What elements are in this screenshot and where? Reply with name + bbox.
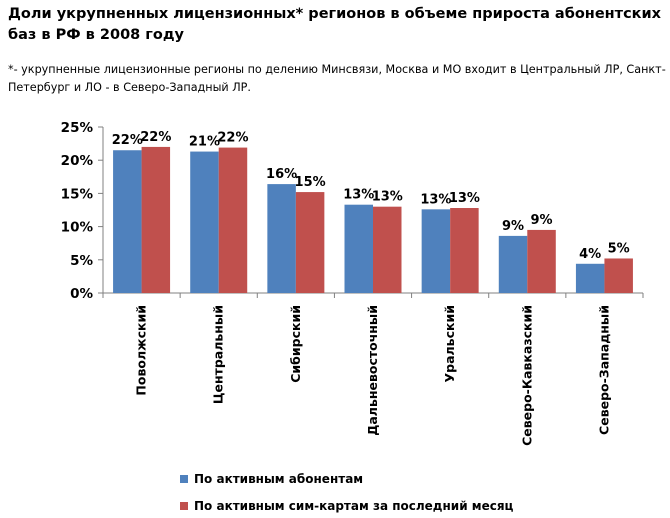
- bar-series1: [190, 151, 219, 293]
- data-label-series1: 21%: [189, 135, 220, 150]
- data-label-series2: 13%: [449, 191, 480, 206]
- x-category-label: Северо-Западный: [596, 305, 611, 435]
- chart-title: Доли укрупненных лицензионных* регионов …: [8, 6, 662, 43]
- bar-series2: [141, 146, 171, 293]
- bar-series2: [604, 258, 633, 293]
- x-category-label: Поволжский: [134, 305, 149, 396]
- y-tick-label: 0%: [70, 286, 93, 302]
- legend-label-series2: По активным сим-картам за последний меся…: [194, 499, 514, 513]
- data-label-series1: 13%: [343, 188, 374, 203]
- data-label-series1: 16%: [266, 167, 297, 182]
- data-label-series2: 15%: [295, 175, 326, 190]
- bar-series1: [267, 184, 296, 293]
- legend-label-series1: По активным абонентам: [194, 472, 364, 486]
- bar-series1: [498, 235, 528, 293]
- data-label-series2: 5%: [608, 241, 630, 256]
- x-category-label: Центральный: [211, 305, 226, 404]
- data-label-series1: 9%: [502, 219, 524, 234]
- bar-series2: [450, 208, 479, 293]
- y-tick-label: 25%: [61, 120, 94, 136]
- legend-item-series2: По активным сим-картам за последний меся…: [180, 498, 513, 514]
- bar-series2: [373, 206, 402, 293]
- legend-swatch-series2: [180, 502, 188, 510]
- bar-series2: [295, 192, 325, 293]
- x-category-label: Уральский: [442, 305, 457, 383]
- data-label-series2: 22%: [140, 130, 171, 145]
- y-tick-label: 20%: [61, 153, 94, 169]
- bar-series2: [218, 147, 248, 293]
- x-category-label: Дальневосточный: [365, 305, 380, 436]
- chart-footnote: *- укрупненные лицензионные регионы по д…: [8, 63, 666, 94]
- x-category-label: Сибирский: [288, 305, 303, 383]
- data-label-series1: 4%: [579, 247, 601, 262]
- bar-series1: [344, 204, 373, 293]
- bar-series1: [575, 263, 605, 293]
- data-label-series2: 13%: [372, 190, 403, 205]
- data-label-series2: 9%: [530, 213, 552, 228]
- y-tick-label: 5%: [70, 253, 93, 269]
- legend-item-series1: По активным абонентам: [180, 471, 363, 487]
- bar-series2: [527, 229, 556, 293]
- legend-swatch-series1: [180, 475, 188, 483]
- x-category-label: Северо-Кавказский: [519, 305, 534, 446]
- bar-series1: [113, 150, 142, 293]
- bar-series1: [421, 209, 451, 293]
- data-label-series2: 22%: [217, 131, 248, 146]
- y-tick-label: 10%: [61, 220, 94, 236]
- y-tick-label: 15%: [61, 186, 94, 202]
- data-label-series1: 22%: [112, 133, 143, 148]
- data-label-series1: 13%: [420, 192, 451, 207]
